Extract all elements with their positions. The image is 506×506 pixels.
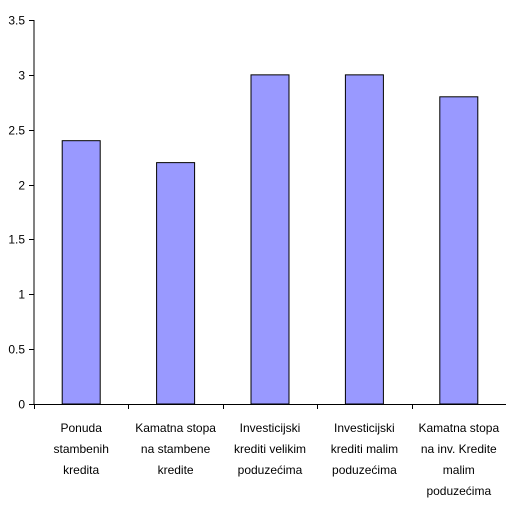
- x-tick-label: Investicijski krediti malim poduzećima: [331, 421, 398, 477]
- y-tick-label: 2.5: [8, 124, 25, 138]
- bar: [439, 96, 479, 405]
- bar: [61, 140, 101, 405]
- x-tick-label: Ponuda stambenih kredita: [54, 421, 109, 477]
- bar: [250, 74, 290, 405]
- x-tick-label: Kamatna stopa na inv. Kredite malim poduzeć…: [418, 421, 499, 498]
- y-tick-label: 0.5: [8, 343, 25, 357]
- y-tick-label: 3: [18, 69, 25, 83]
- x-axis: [34, 404, 506, 409]
- y-tick-label: 0: [18, 398, 25, 412]
- y-tick-label: 3.5: [8, 14, 25, 28]
- bar: [344, 74, 384, 405]
- bars: [61, 74, 479, 405]
- y-tick-label: 1: [18, 288, 25, 302]
- y-tick-label: 2: [18, 179, 25, 193]
- x-tick-label: Kamatna stopa na stambene kredite: [135, 421, 216, 477]
- bar: [156, 162, 196, 405]
- x-tick-labels: Ponuda stambenih kredita Kamatna stopa na st…: [54, 421, 500, 498]
- x-tick-label: Investicijski krediti velikim poduzećima: [234, 421, 306, 477]
- y-axis: 0 0.5 1 1.5 2 2.5 3 3.5: [8, 14, 35, 412]
- y-tick-label: 1.5: [8, 233, 25, 247]
